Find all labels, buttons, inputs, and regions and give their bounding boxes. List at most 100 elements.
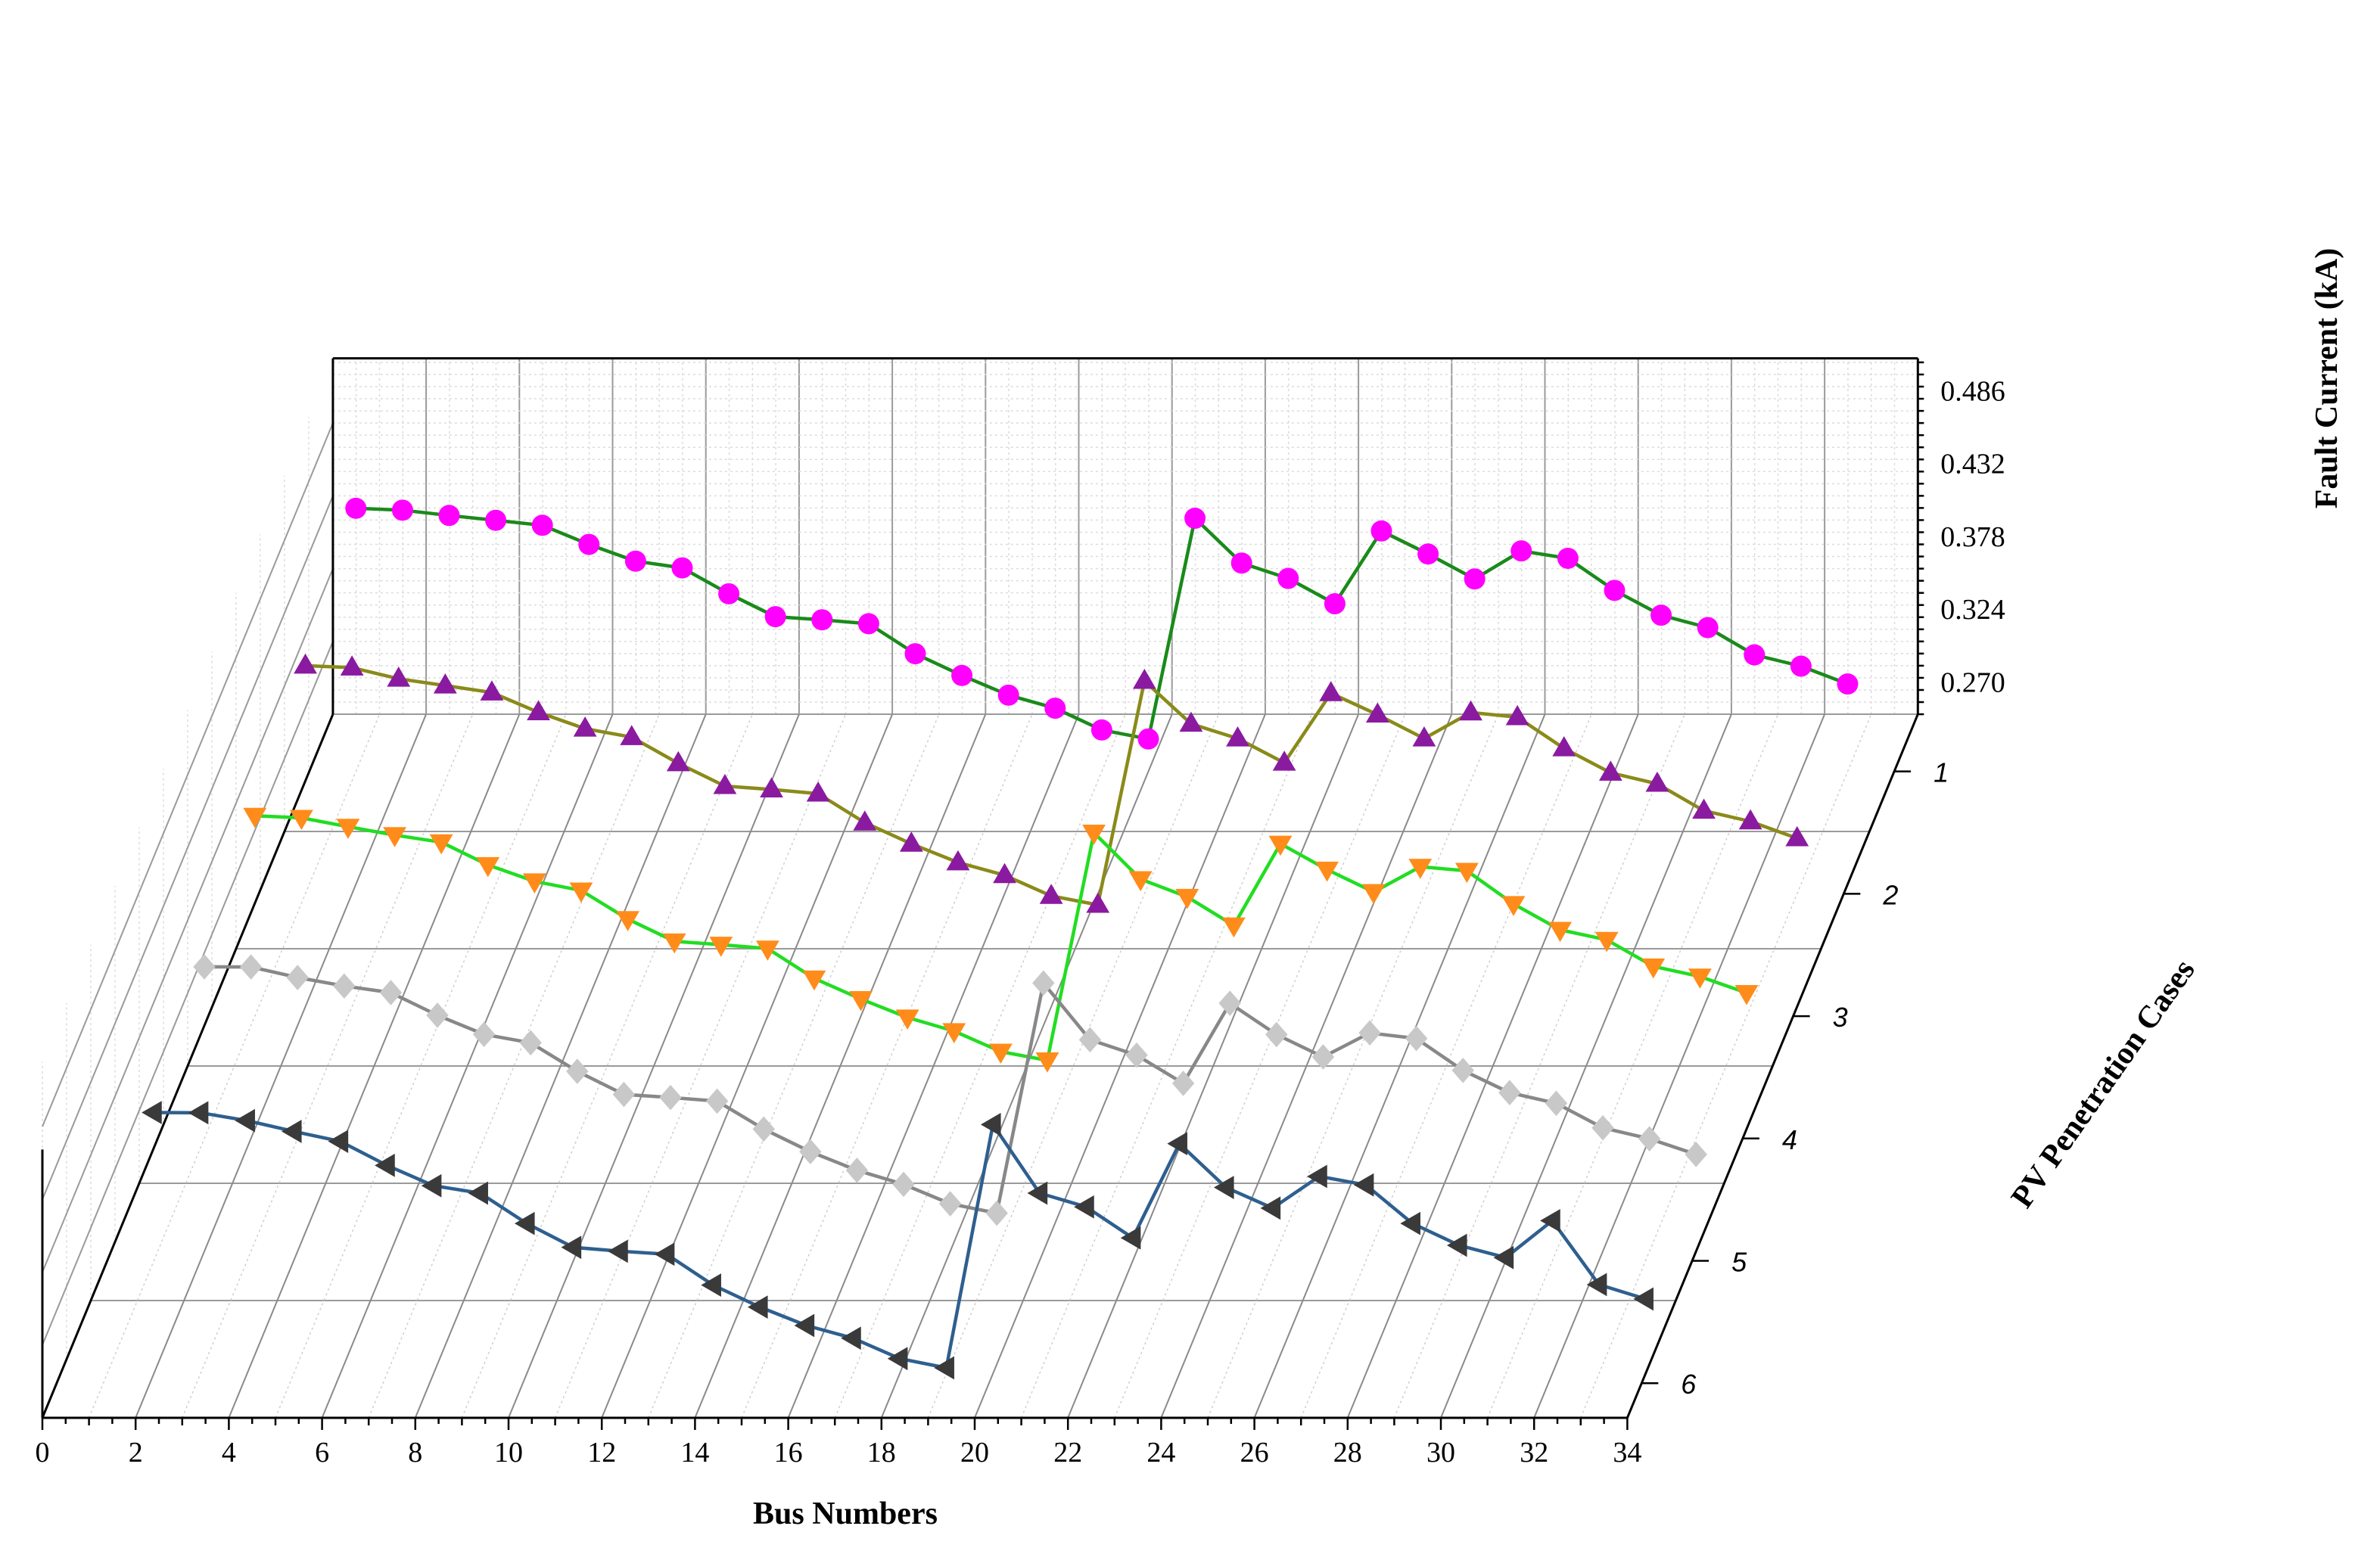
data-point <box>569 882 593 903</box>
data-point <box>1221 917 1246 938</box>
x-tick-label: 0 <box>36 1437 50 1469</box>
data-point <box>1738 809 1762 830</box>
x-tick-label: 6 <box>315 1437 329 1469</box>
data-point <box>1184 508 1206 530</box>
data-point <box>375 1153 395 1177</box>
z-axis: 0.270 0.324 0.378 0.432 0.486 <box>1918 361 2005 716</box>
data-point <box>802 970 826 991</box>
z-axis-title: Fault Current (kA) <box>2310 248 2344 509</box>
data-point <box>764 606 786 628</box>
data-point <box>429 834 453 855</box>
data-point <box>387 667 411 687</box>
data-point <box>1498 1080 1521 1106</box>
data-point <box>853 810 877 831</box>
data-point <box>654 1242 675 1267</box>
x-tick-label: 4 <box>222 1437 236 1469</box>
data-point <box>1277 567 1299 589</box>
data-point <box>1370 520 1392 542</box>
data-point <box>993 862 1016 884</box>
x-tick-label: 16 <box>774 1437 803 1469</box>
data-point <box>1035 1052 1059 1073</box>
data-point <box>193 954 216 980</box>
data-point <box>1137 728 1159 750</box>
data-point <box>718 583 740 605</box>
x-tick-label: 20 <box>960 1437 989 1469</box>
y-tick-label: 5 <box>1731 1246 1747 1277</box>
data-point <box>1510 540 1532 562</box>
data-point <box>1260 1196 1281 1220</box>
y-axis-title: PV Penetration Cases <box>2005 953 2202 1214</box>
grid-lines <box>42 358 1919 1419</box>
data-point <box>336 819 360 839</box>
data-point <box>887 1347 908 1371</box>
series-case-4 <box>193 954 1707 1226</box>
data-point <box>811 609 833 631</box>
y-axis: 1 2 3 4 5 6 <box>1641 757 1949 1400</box>
data-point <box>142 1101 162 1124</box>
data-point <box>752 1116 775 1142</box>
data-point <box>239 954 263 980</box>
data-point <box>760 777 783 797</box>
data-point <box>951 664 973 686</box>
data-point <box>1417 543 1439 565</box>
data-point <box>1604 580 1626 601</box>
x-tick-label: 10 <box>494 1437 523 1469</box>
data-point <box>1311 1044 1335 1070</box>
data-point <box>1226 726 1249 747</box>
data-point <box>1230 552 1252 574</box>
data-point <box>1493 1245 1514 1270</box>
data-point <box>566 1058 589 1084</box>
data-point <box>383 827 406 847</box>
data-point <box>468 1181 488 1205</box>
x-tick-label: 30 <box>1426 1437 1455 1469</box>
data-point <box>1548 922 1572 943</box>
data-point <box>333 973 356 999</box>
data-point <box>1307 1164 1327 1189</box>
data-point <box>946 850 970 871</box>
data-point <box>1697 617 1719 639</box>
data-point <box>1353 1173 1374 1197</box>
data-point <box>845 1158 869 1183</box>
z-tick-label: 0.378 <box>1940 521 2005 553</box>
data-point <box>1167 1132 1187 1156</box>
x-tick-label: 32 <box>1520 1437 1548 1469</box>
series-line <box>204 965 1697 1215</box>
x-axis: 0 2 4 6 8 10 12 14 16 18 20 22 24 26 28 30 32 34 <box>36 1418 1641 1469</box>
data-point <box>1734 984 1759 1005</box>
data-point <box>1454 862 1479 884</box>
data-point <box>1790 655 1812 677</box>
x-tick-label: 8 <box>408 1437 422 1469</box>
data-point <box>1361 884 1386 905</box>
data-point <box>616 911 639 931</box>
data-point <box>980 1112 1001 1136</box>
data-point <box>1557 547 1579 569</box>
data-point <box>1218 990 1241 1016</box>
data-point <box>1645 771 1669 792</box>
data-point <box>1685 1142 1707 1167</box>
data-point <box>1086 892 1110 913</box>
data-point <box>849 990 873 1012</box>
data-point <box>1641 958 1666 979</box>
data-point <box>1365 702 1389 723</box>
data-point <box>1272 751 1296 771</box>
data-point <box>345 497 367 519</box>
data-point <box>1175 888 1199 909</box>
data-point <box>1179 711 1203 732</box>
x-tick-label: 34 <box>1613 1437 1641 1469</box>
data-point <box>1837 673 1859 695</box>
series-case-2 <box>294 653 1809 913</box>
x-tick-label: 14 <box>680 1437 709 1469</box>
data-point <box>1688 968 1712 989</box>
data-point <box>1540 1208 1560 1232</box>
data-point <box>1128 871 1153 892</box>
data-point <box>799 1139 822 1165</box>
data-point <box>1591 1114 1614 1141</box>
data-point <box>433 673 457 694</box>
data-point <box>1090 719 1112 741</box>
data-point <box>527 700 550 721</box>
data-point <box>938 1191 962 1217</box>
data-point <box>1405 1025 1428 1052</box>
data-point <box>573 716 597 737</box>
data-point <box>514 1211 535 1235</box>
data-point <box>892 1171 915 1198</box>
